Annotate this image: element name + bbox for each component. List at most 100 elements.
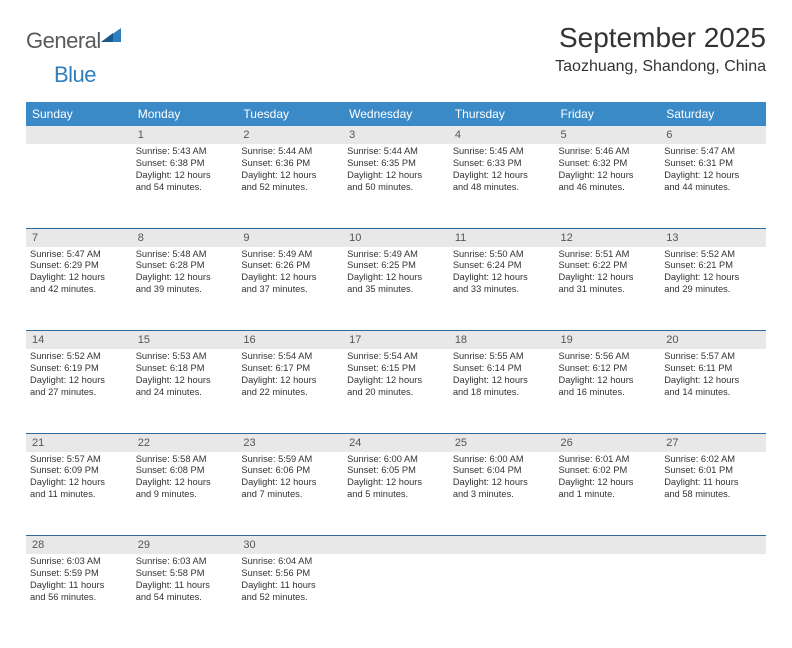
sunset-text: Sunset: 6:04 PM (453, 465, 551, 477)
day-cell: Sunrise: 5:55 AMSunset: 6:14 PMDaylight:… (449, 349, 555, 433)
day-cell: Sunrise: 5:54 AMSunset: 6:17 PMDaylight:… (237, 349, 343, 433)
day-cell: Sunrise: 5:59 AMSunset: 6:06 PMDaylight:… (237, 452, 343, 536)
daylight-text: Daylight: 12 hours (453, 477, 551, 489)
daynum-row: 282930 (26, 536, 766, 555)
weekday-header: Wednesday (343, 102, 449, 126)
day-cell: Sunrise: 5:47 AMSunset: 6:29 PMDaylight:… (26, 247, 132, 331)
day-number: 14 (26, 331, 132, 349)
weekday-header: Monday (132, 102, 238, 126)
day-number: 6 (660, 126, 766, 144)
day-cell: Sunrise: 5:57 AMSunset: 6:09 PMDaylight:… (26, 452, 132, 536)
daylight-text: Daylight: 12 hours (136, 272, 234, 284)
daylight-text: and 16 minutes. (559, 387, 657, 399)
daylight-text: and 54 minutes. (136, 182, 234, 194)
sunrise-text: Sunrise: 5:59 AM (241, 454, 339, 466)
daylight-text: Daylight: 12 hours (453, 170, 551, 182)
day-number: 11 (449, 229, 555, 247)
day-details: Sunrise: 6:00 AMSunset: 6:05 PMDaylight:… (343, 452, 449, 506)
daylight-text: and 48 minutes. (453, 182, 551, 194)
calendar-page: General September 2025 Taozhuang, Shando… (0, 0, 792, 648)
day-cell: Sunrise: 5:47 AMSunset: 6:31 PMDaylight:… (660, 144, 766, 228)
sunset-text: Sunset: 6:06 PM (241, 465, 339, 477)
day-details: Sunrise: 5:49 AMSunset: 6:26 PMDaylight:… (237, 247, 343, 301)
day-details: Sunrise: 6:04 AMSunset: 5:56 PMDaylight:… (237, 554, 343, 608)
daylight-text: and 9 minutes. (136, 489, 234, 501)
sunrise-text: Sunrise: 5:52 AM (664, 249, 762, 261)
sunrise-text: Sunrise: 5:52 AM (30, 351, 128, 363)
day-details: Sunrise: 5:45 AMSunset: 6:33 PMDaylight:… (449, 144, 555, 198)
day-details: Sunrise: 5:46 AMSunset: 6:32 PMDaylight:… (555, 144, 661, 198)
day-cell (449, 554, 555, 638)
month-title: September 2025 (555, 22, 766, 54)
day-cell: Sunrise: 5:52 AMSunset: 6:21 PMDaylight:… (660, 247, 766, 331)
day-cell (343, 554, 449, 638)
sunrise-text: Sunrise: 5:51 AM (559, 249, 657, 261)
sunset-text: Sunset: 6:21 PM (664, 260, 762, 272)
sunrise-text: Sunrise: 6:04 AM (241, 556, 339, 568)
daylight-text: and 46 minutes. (559, 182, 657, 194)
day-details: Sunrise: 5:48 AMSunset: 6:28 PMDaylight:… (132, 247, 238, 301)
daylight-text: Daylight: 12 hours (136, 477, 234, 489)
day-number: 2 (237, 126, 343, 144)
day-details: Sunrise: 5:57 AMSunset: 6:09 PMDaylight:… (26, 452, 132, 506)
daylight-text: Daylight: 12 hours (559, 272, 657, 284)
daylight-text: Daylight: 12 hours (347, 170, 445, 182)
day-number: 9 (237, 229, 343, 247)
sunset-text: Sunset: 6:05 PM (347, 465, 445, 477)
daylight-text: and 20 minutes. (347, 387, 445, 399)
sunrise-text: Sunrise: 5:54 AM (347, 351, 445, 363)
day-details: Sunrise: 5:55 AMSunset: 6:14 PMDaylight:… (449, 349, 555, 403)
sunset-text: Sunset: 6:29 PM (30, 260, 128, 272)
daylight-text: and 52 minutes. (241, 182, 339, 194)
day-number: 5 (555, 126, 661, 144)
sunrise-text: Sunrise: 5:43 AM (136, 146, 234, 158)
daylight-text: Daylight: 12 hours (453, 375, 551, 387)
daylight-text: Daylight: 12 hours (30, 272, 128, 284)
day-number: 18 (449, 331, 555, 349)
day-details: Sunrise: 5:47 AMSunset: 6:29 PMDaylight:… (26, 247, 132, 301)
sunrise-text: Sunrise: 6:00 AM (347, 454, 445, 466)
sunrise-text: Sunrise: 5:58 AM (136, 454, 234, 466)
week-row: Sunrise: 6:03 AMSunset: 5:59 PMDaylight:… (26, 554, 766, 638)
daylight-text: and 44 minutes. (664, 182, 762, 194)
daylight-text: and 54 minutes. (136, 592, 234, 604)
daylight-text: Daylight: 12 hours (347, 272, 445, 284)
week-row: Sunrise: 5:52 AMSunset: 6:19 PMDaylight:… (26, 349, 766, 433)
day-number: 8 (132, 229, 238, 247)
daylight-text: Daylight: 12 hours (136, 375, 234, 387)
sunset-text: Sunset: 6:12 PM (559, 363, 657, 375)
day-details: Sunrise: 6:03 AMSunset: 5:58 PMDaylight:… (132, 554, 238, 608)
daylight-text: Daylight: 11 hours (241, 580, 339, 592)
daylight-text: Daylight: 12 hours (559, 170, 657, 182)
daylight-text: Daylight: 12 hours (664, 375, 762, 387)
daylight-text: Daylight: 12 hours (241, 477, 339, 489)
sunrise-text: Sunrise: 5:47 AM (30, 249, 128, 261)
daynum-row: 14151617181920 (26, 331, 766, 350)
day-details: Sunrise: 6:03 AMSunset: 5:59 PMDaylight:… (26, 554, 132, 608)
daylight-text: and 24 minutes. (136, 387, 234, 399)
day-cell: Sunrise: 5:44 AMSunset: 6:35 PMDaylight:… (343, 144, 449, 228)
day-number: 27 (660, 434, 766, 452)
daylight-text: and 1 minute. (559, 489, 657, 501)
sunset-text: Sunset: 6:31 PM (664, 158, 762, 170)
day-number: 7 (26, 229, 132, 247)
day-number (555, 536, 661, 554)
sunset-text: Sunset: 6:01 PM (664, 465, 762, 477)
day-number: 25 (449, 434, 555, 452)
sunset-text: Sunset: 6:14 PM (453, 363, 551, 375)
day-cell: Sunrise: 5:58 AMSunset: 6:08 PMDaylight:… (132, 452, 238, 536)
daynum-row: 78910111213 (26, 228, 766, 247)
day-number: 21 (26, 434, 132, 452)
daylight-text: Daylight: 12 hours (136, 170, 234, 182)
day-details: Sunrise: 5:43 AMSunset: 6:38 PMDaylight:… (132, 144, 238, 198)
day-number: 22 (132, 434, 238, 452)
sunset-text: Sunset: 5:56 PM (241, 568, 339, 580)
day-details: Sunrise: 5:51 AMSunset: 6:22 PMDaylight:… (555, 247, 661, 301)
daylight-text: Daylight: 12 hours (241, 375, 339, 387)
daylight-text: and 5 minutes. (347, 489, 445, 501)
logo: General (26, 22, 125, 54)
daylight-text: and 29 minutes. (664, 284, 762, 296)
daylight-text: and 31 minutes. (559, 284, 657, 296)
sunset-text: Sunset: 6:15 PM (347, 363, 445, 375)
daylight-text: Daylight: 12 hours (453, 272, 551, 284)
